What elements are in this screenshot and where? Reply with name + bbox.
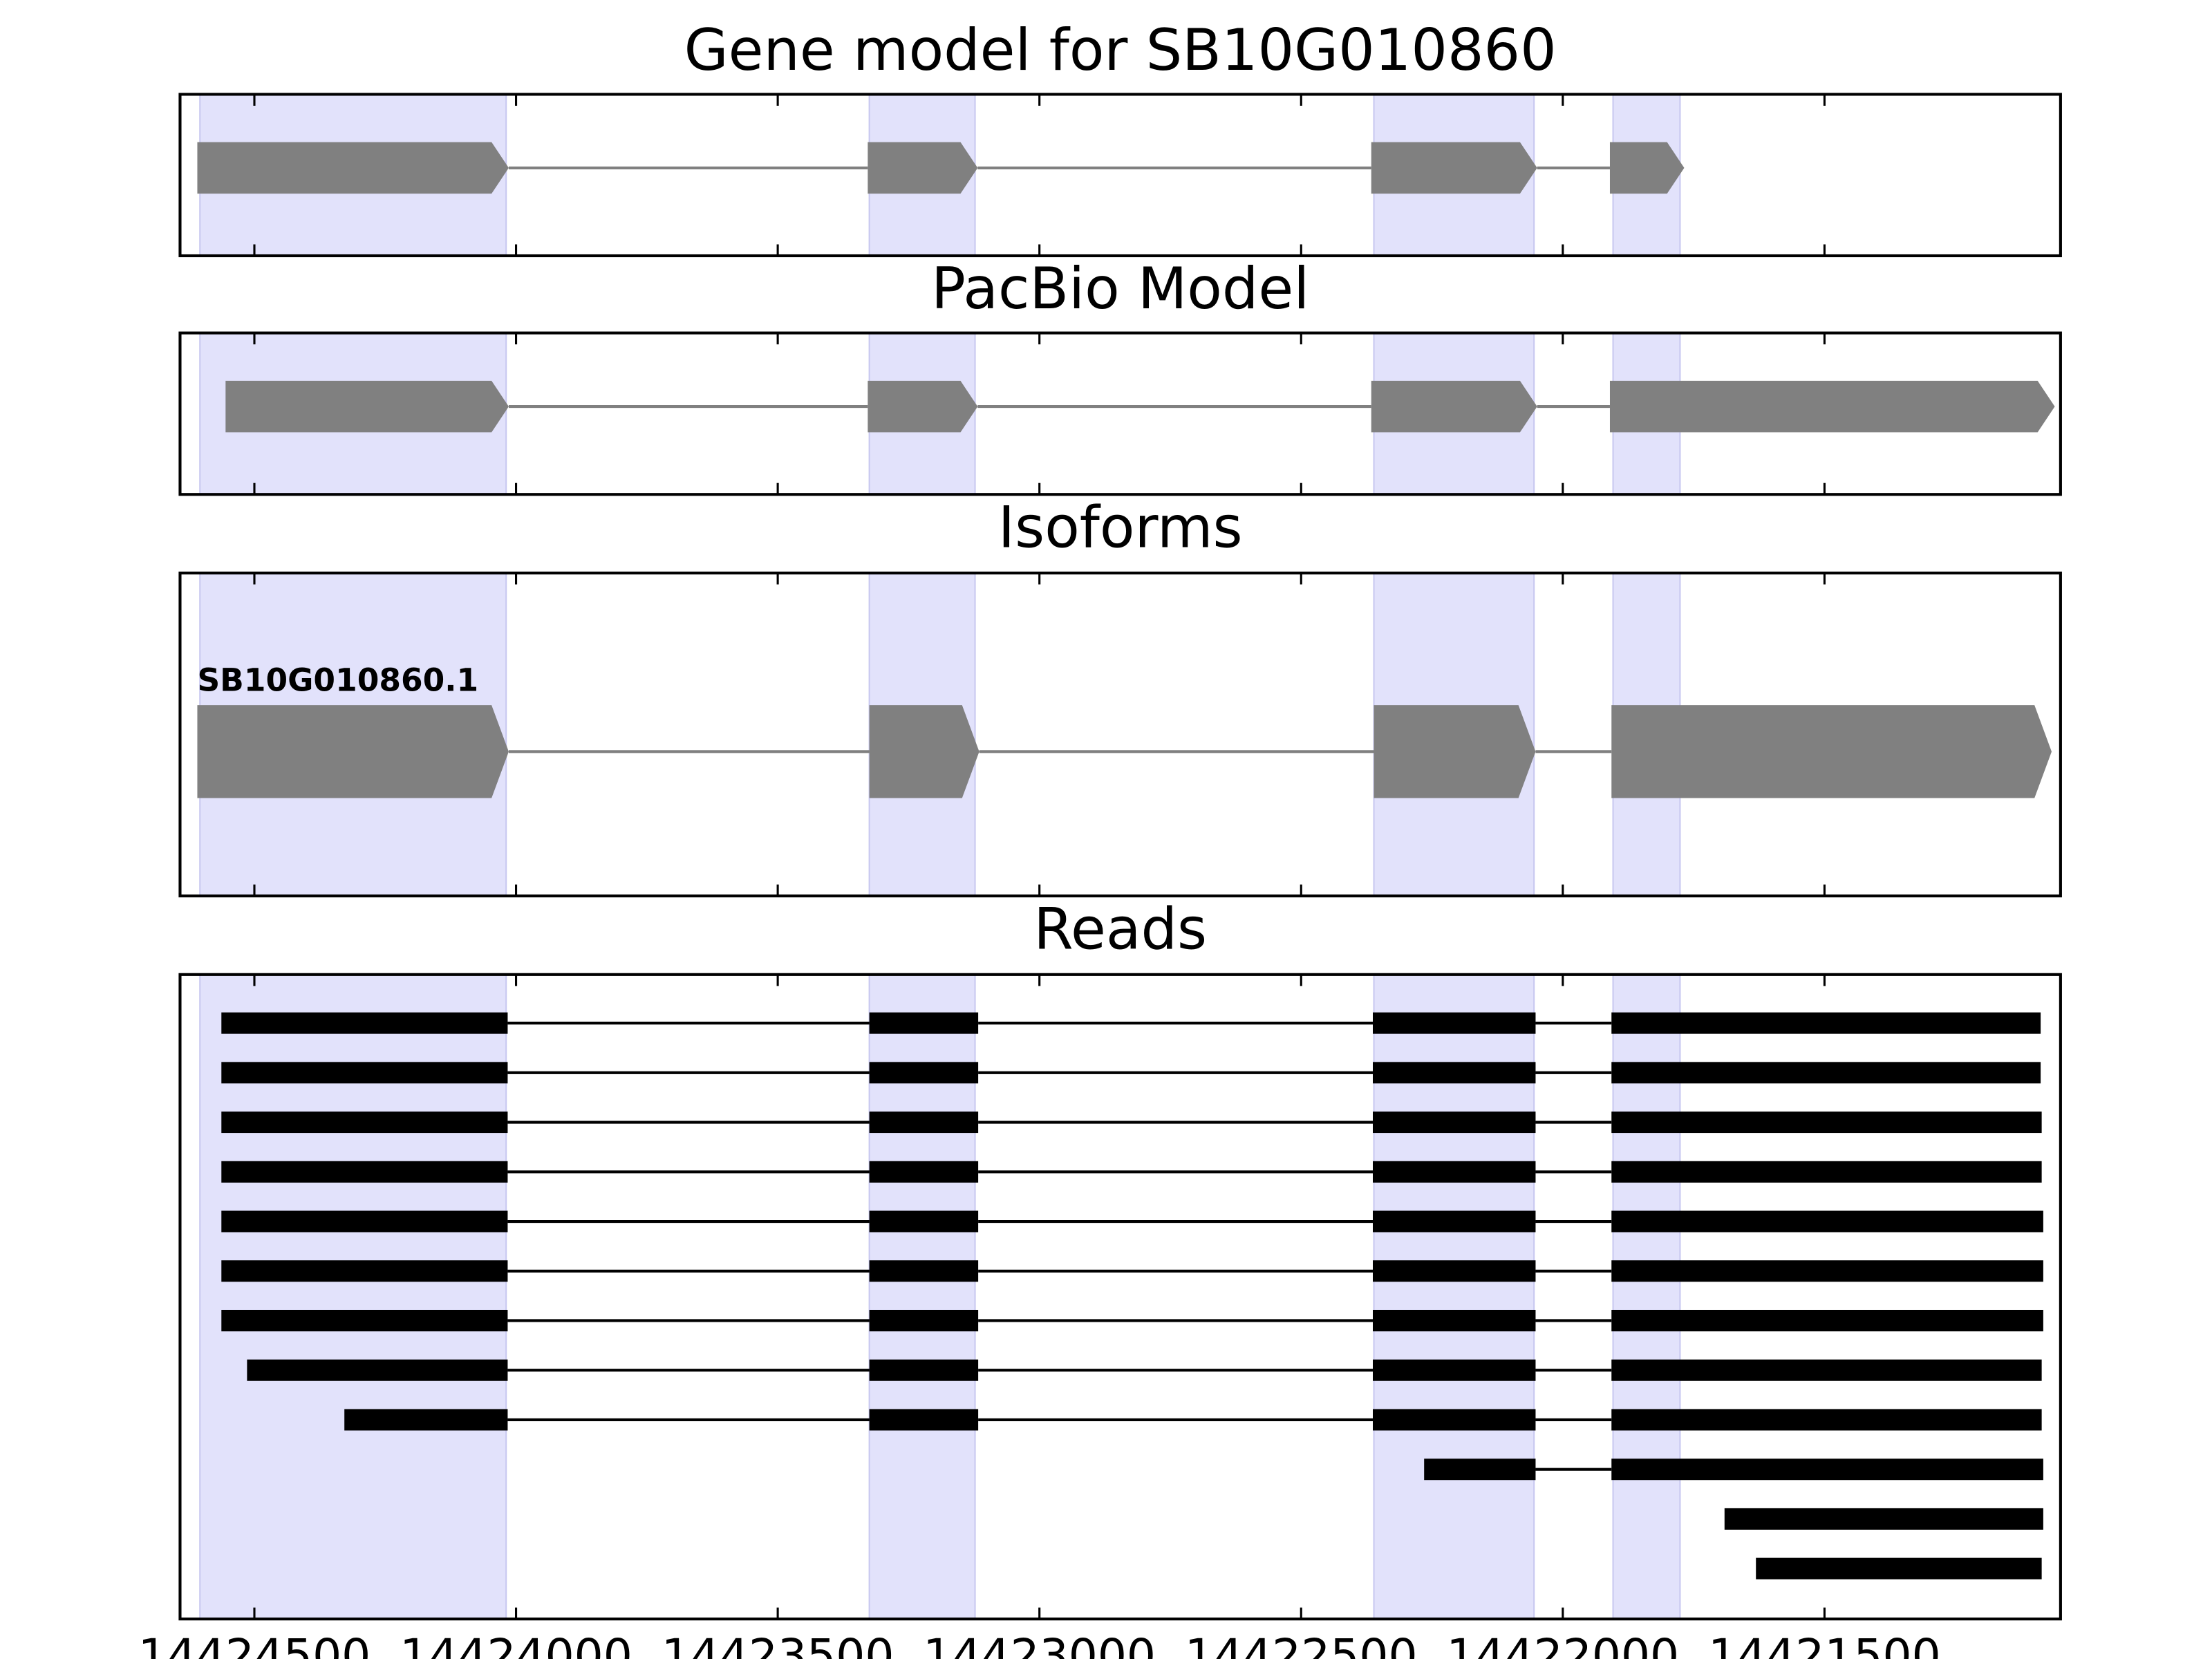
panel-frame [178,571,2062,898]
x-tick-label: 14421500 [1708,1629,1941,1659]
read-block [869,1210,979,1232]
x-tick-label: 14422500 [1185,1629,1418,1659]
read-block [1424,1459,1536,1481]
read-block [247,1359,508,1381]
exon [1371,380,1537,433]
panel-frame [178,331,2062,496]
read-block [1611,1112,2042,1134]
read-block [1611,1062,2041,1084]
panel: Gene model for SB10G010860 [178,17,2062,258]
x-tick-label: 14424500 [138,1629,371,1659]
read-block [344,1409,508,1431]
read-block [869,1309,979,1331]
exon [197,142,509,194]
panel-title: Gene model for SB10G010860 [684,17,1557,84]
read-block [1372,1112,1536,1134]
read-block [221,1210,508,1232]
panel: Isoforms SB10G010860.1 [178,494,2062,898]
read-block [1611,1161,2042,1183]
exon [1374,705,1536,798]
read-block [869,1161,979,1183]
isoform-label: SB10G010860.1 [197,662,478,698]
x-tick-label: 14423500 [662,1629,894,1659]
read-block [1372,1260,1536,1282]
read-block [1756,1557,2042,1580]
read-block [1372,1062,1536,1084]
panel-title: Reads [1033,896,1207,962]
read-block [1611,1012,2041,1034]
exon [869,705,980,798]
read-block [221,1260,508,1282]
panel-title: Isoforms [998,494,1243,561]
read-block [869,1260,979,1282]
panel-frame [178,973,2062,1621]
read-block [221,1309,508,1331]
read-block [221,1112,508,1134]
read-block [1724,1508,2043,1530]
panel-frame [178,93,2062,258]
read-block [1611,1309,2043,1331]
read-block [1611,1260,2043,1282]
exon [225,380,509,433]
exon [197,705,509,798]
panel: PacBio Model [178,256,2062,496]
read-block [1372,1210,1536,1232]
panel: Reads 14424500 14424000 14423500 14423000 144… [138,896,2062,1659]
exon [868,142,978,194]
read-block [1372,1309,1536,1331]
read-block [221,1161,508,1183]
exon [1609,380,2055,433]
read-block [221,1062,508,1084]
read-block [1372,1012,1536,1034]
read-block [1611,1359,2042,1381]
read-block [869,1062,979,1084]
read-block [1611,1409,2042,1431]
x-tick-label: 14423000 [923,1629,1156,1659]
read-block [1611,1210,2043,1232]
x-tick-label: 14424000 [400,1629,632,1659]
read-block [869,1012,979,1034]
exon [1609,142,1685,194]
read-block [1372,1161,1536,1183]
panel-title: PacBio Model [931,256,1309,322]
exon [868,380,978,433]
read-block [869,1409,979,1431]
read-block [1372,1359,1536,1381]
read-block [869,1359,979,1381]
read-block [221,1012,508,1034]
x-tick-label: 14422000 [1447,1629,1680,1659]
read-block [869,1112,979,1134]
exon [1611,705,2052,798]
read-block [1372,1409,1536,1431]
read-block [1611,1459,2043,1481]
exon [1371,142,1537,194]
